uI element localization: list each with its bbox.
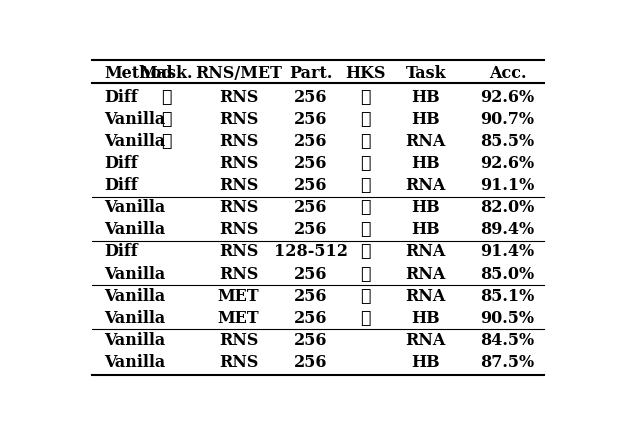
Text: 87.5%: 87.5% [480, 354, 534, 371]
Text: 256: 256 [294, 133, 327, 150]
Text: 256: 256 [294, 332, 327, 349]
Text: 128-512: 128-512 [273, 243, 348, 261]
Text: MET: MET [218, 310, 259, 327]
Text: ✓: ✓ [361, 310, 371, 327]
Text: RNA: RNA [405, 133, 446, 150]
Text: 82.0%: 82.0% [480, 200, 534, 216]
Text: 85.1%: 85.1% [480, 288, 534, 304]
Text: ✓: ✓ [361, 243, 371, 261]
Text: RNS: RNS [219, 177, 258, 194]
Text: ✓: ✓ [361, 221, 371, 238]
Text: 256: 256 [294, 266, 327, 283]
Text: 89.4%: 89.4% [480, 221, 534, 238]
Text: 90.5%: 90.5% [480, 310, 534, 327]
Text: Diff: Diff [104, 155, 138, 172]
Text: Vanilla: Vanilla [104, 200, 165, 216]
Text: RNA: RNA [405, 332, 446, 349]
Text: 84.5%: 84.5% [480, 332, 534, 349]
Text: HB: HB [412, 89, 440, 106]
Text: ✓: ✓ [361, 177, 371, 194]
Text: ✓: ✓ [361, 155, 371, 172]
Text: Vanilla: Vanilla [104, 221, 165, 238]
Text: HB: HB [412, 221, 440, 238]
Text: Mask.: Mask. [140, 64, 193, 82]
Text: 91.1%: 91.1% [480, 177, 534, 194]
Text: Vanilla: Vanilla [104, 111, 165, 128]
Text: 256: 256 [294, 89, 327, 106]
Text: ✓: ✓ [161, 133, 172, 150]
Text: 90.7%: 90.7% [480, 111, 534, 128]
Text: RNS: RNS [219, 221, 258, 238]
Text: MET: MET [218, 288, 259, 304]
Text: 256: 256 [294, 354, 327, 371]
Text: HB: HB [412, 354, 440, 371]
Text: ✓: ✓ [361, 89, 371, 106]
Text: 92.6%: 92.6% [480, 155, 534, 172]
Text: Vanilla: Vanilla [104, 354, 165, 371]
Text: Task: Task [405, 64, 446, 82]
Text: RNS/MET: RNS/MET [195, 64, 282, 82]
Text: ✓: ✓ [361, 111, 371, 128]
Text: 256: 256 [294, 200, 327, 216]
Text: RNA: RNA [405, 177, 446, 194]
Text: Diff: Diff [104, 243, 138, 261]
Text: RNS: RNS [219, 89, 258, 106]
Text: Vanilla: Vanilla [104, 133, 165, 150]
Text: ✓: ✓ [361, 200, 371, 216]
Text: ✓: ✓ [361, 266, 371, 283]
Text: ✓: ✓ [361, 133, 371, 150]
Text: 256: 256 [294, 221, 327, 238]
Text: HB: HB [412, 200, 440, 216]
Text: 85.0%: 85.0% [480, 266, 534, 283]
Text: ✓: ✓ [161, 111, 172, 128]
Text: 256: 256 [294, 310, 327, 327]
Text: Diff: Diff [104, 177, 138, 194]
Text: HB: HB [412, 111, 440, 128]
Text: 256: 256 [294, 111, 327, 128]
Text: RNS: RNS [219, 200, 258, 216]
Text: RNS: RNS [219, 155, 258, 172]
Text: RNS: RNS [219, 111, 258, 128]
Text: RNS: RNS [219, 332, 258, 349]
Text: Vanilla: Vanilla [104, 310, 165, 327]
Text: Vanilla: Vanilla [104, 266, 165, 283]
Text: Acc.: Acc. [489, 64, 526, 82]
Text: RNS: RNS [219, 266, 258, 283]
Text: RNA: RNA [405, 288, 446, 304]
Text: RNA: RNA [405, 243, 446, 261]
Text: HB: HB [412, 310, 440, 327]
Text: 256: 256 [294, 288, 327, 304]
Text: 85.5%: 85.5% [480, 133, 534, 150]
Text: RNS: RNS [219, 243, 258, 261]
Text: Diff: Diff [104, 89, 138, 106]
Text: 256: 256 [294, 177, 327, 194]
Text: RNS: RNS [219, 354, 258, 371]
Text: Method: Method [104, 64, 172, 82]
Text: HKS: HKS [345, 64, 386, 82]
Text: Vanilla: Vanilla [104, 288, 165, 304]
Text: 256: 256 [294, 155, 327, 172]
Text: Part.: Part. [289, 64, 332, 82]
Text: RNS: RNS [219, 133, 258, 150]
Text: Vanilla: Vanilla [104, 332, 165, 349]
Text: ✓: ✓ [161, 89, 172, 106]
Text: ✓: ✓ [361, 288, 371, 304]
Text: 91.4%: 91.4% [480, 243, 534, 261]
Text: RNA: RNA [405, 266, 446, 283]
Text: HB: HB [412, 155, 440, 172]
Text: 92.6%: 92.6% [480, 89, 534, 106]
